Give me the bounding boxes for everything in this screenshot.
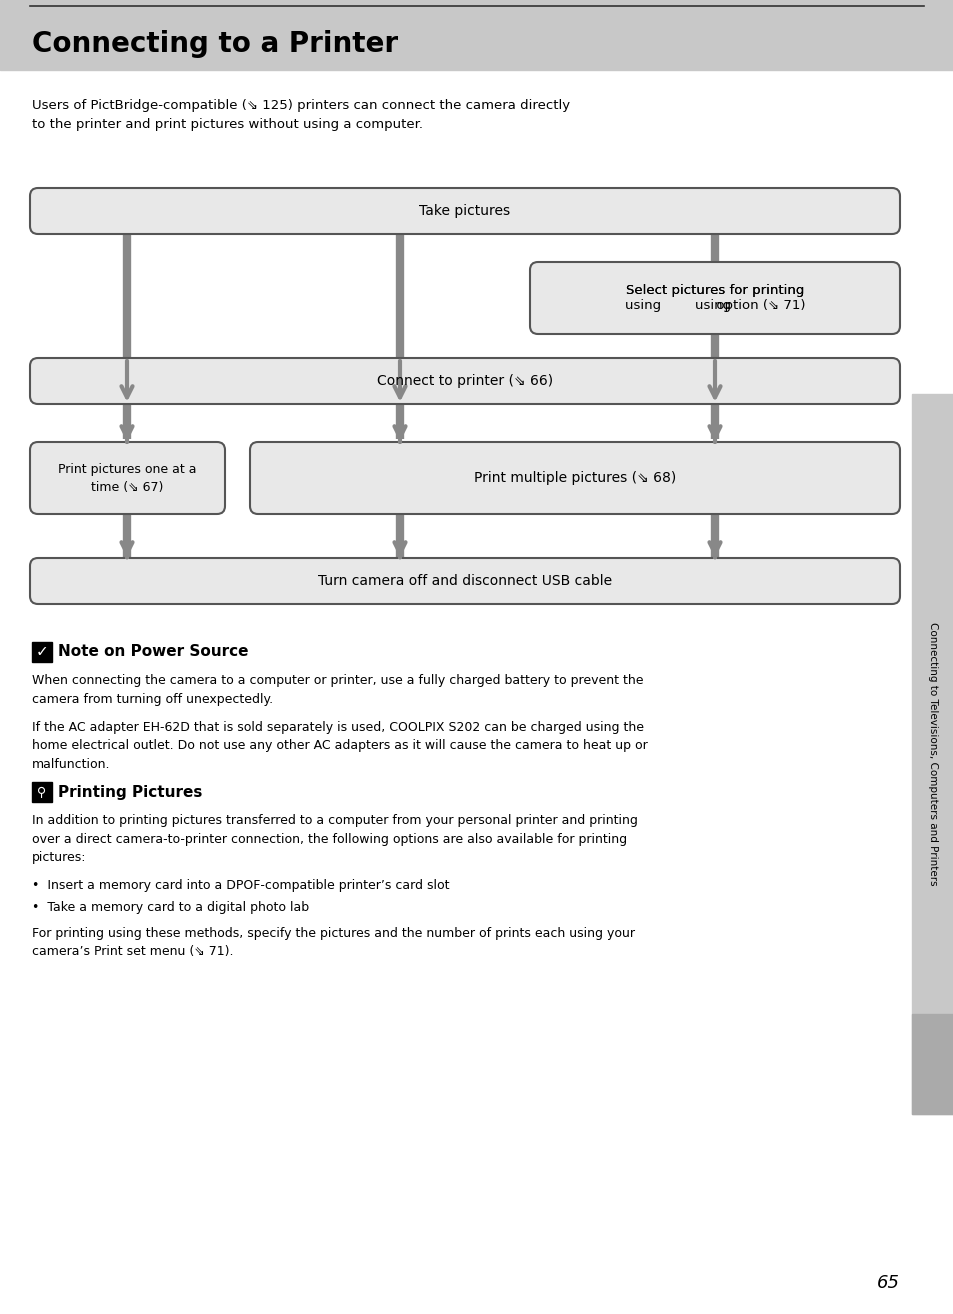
Text: For printing using these methods, specify the pictures and the number of prints : For printing using these methods, specif… — [32, 926, 635, 958]
Bar — [32, 643, 52, 662]
Text: •  Take a memory card to a digital photo lab: • Take a memory card to a digital photo … — [32, 901, 309, 915]
FancyBboxPatch shape — [530, 261, 899, 334]
Bar — [911, 1014, 953, 1114]
Text: Users of PictBridge-compatible (⇘ 125) printers can connect the camera directly
: Users of PictBridge-compatible (⇘ 125) p… — [32, 99, 570, 131]
Text: Take pictures: Take pictures — [419, 204, 510, 218]
Text: Printing Pictures: Printing Pictures — [58, 784, 202, 799]
Text: Connect to printer (⇘ 66): Connect to printer (⇘ 66) — [376, 374, 553, 388]
Text: If the AC adapter EH-62D that is sold separately is used, COOLPIX S202 can be ch: If the AC adapter EH-62D that is sold se… — [32, 721, 647, 771]
Text: Connecting to Televisions, Computers and Printers: Connecting to Televisions, Computers and… — [927, 623, 937, 886]
FancyBboxPatch shape — [30, 357, 899, 403]
Text: Turn camera off and disconnect USB cable: Turn camera off and disconnect USB cable — [317, 574, 612, 587]
Text: Connecting to a Printer: Connecting to a Printer — [32, 30, 397, 58]
Text: •  Insert a memory card into a DPOF-compatible printer’s card slot: • Insert a memory card into a DPOF-compa… — [32, 879, 449, 892]
FancyBboxPatch shape — [30, 188, 899, 234]
Text: Select pictures for printing
using: Select pictures for printing using — [625, 284, 803, 311]
Bar — [0, 0, 953, 70]
Bar — [32, 782, 52, 802]
Bar — [911, 394, 953, 1114]
Text: ⚲: ⚲ — [37, 786, 47, 799]
FancyBboxPatch shape — [30, 442, 225, 514]
FancyBboxPatch shape — [250, 442, 899, 514]
Text: Note on Power Source: Note on Power Source — [58, 644, 248, 660]
Text: Select pictures for printing
using             option (⇘ 71): Select pictures for printing using optio… — [624, 284, 804, 311]
FancyBboxPatch shape — [30, 558, 899, 604]
Text: ✓: ✓ — [35, 644, 49, 660]
Text: 65: 65 — [876, 1275, 899, 1292]
Text: In addition to printing pictures transferred to a computer from your personal pr: In addition to printing pictures transfe… — [32, 813, 638, 865]
Text: Print pictures one at a
time (⇘ 67): Print pictures one at a time (⇘ 67) — [58, 463, 196, 494]
Text: When connecting the camera to a computer or printer, use a fully charged battery: When connecting the camera to a computer… — [32, 674, 643, 706]
Text: Print multiple pictures (⇘ 68): Print multiple pictures (⇘ 68) — [474, 470, 676, 485]
